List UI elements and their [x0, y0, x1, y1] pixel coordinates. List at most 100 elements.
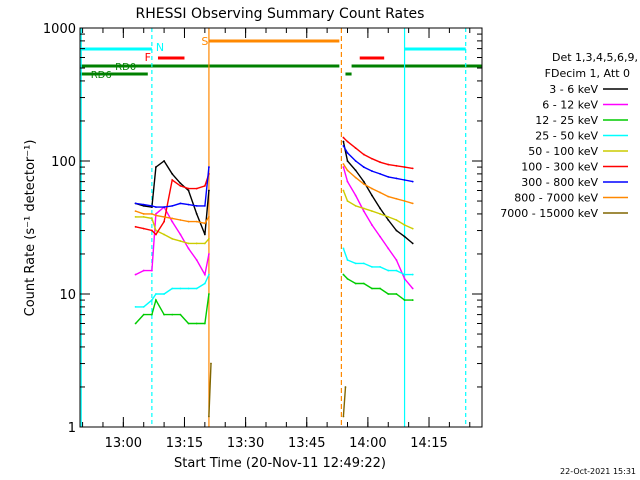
series-point-3 [150, 299, 153, 301]
series-point-7 [342, 163, 345, 165]
series-line-0 [342, 141, 414, 244]
flag-marker-f: F [145, 51, 151, 64]
series-point-6 [195, 204, 198, 207]
series-point-5 [371, 157, 373, 160]
series-point-5 [411, 167, 414, 170]
series-point-4 [395, 219, 398, 221]
series-point-3 [134, 305, 137, 308]
series-point-3 [403, 273, 406, 276]
series-point-3 [155, 293, 157, 295]
series-lines [134, 136, 414, 418]
series-point-2 [346, 277, 349, 280]
series-point-2 [163, 313, 165, 316]
series-point-7 [142, 213, 145, 215]
series-point-0 [371, 194, 373, 197]
series-point-5 [379, 161, 382, 164]
series-point-5 [171, 179, 174, 181]
y-axis-label: Count Rate (s⁻¹ detector⁻¹) [23, 140, 38, 317]
series-point-1 [411, 287, 414, 290]
y-tick-label: 10 [59, 288, 76, 303]
series-point-4 [411, 227, 414, 230]
series-point-6 [403, 179, 406, 181]
series-point-5 [134, 225, 137, 228]
series-point-3 [354, 262, 357, 265]
series-point-4 [203, 242, 206, 245]
series-line-8 [342, 386, 347, 417]
series-point-6 [342, 144, 345, 147]
legend-rows: 3 - 6 keV 6 - 12 keV 12 - 25 keV 25 - 50 ke… [500, 83, 628, 220]
series-point-3 [142, 305, 145, 308]
series-point-2 [171, 313, 174, 316]
series-point-0 [379, 207, 382, 210]
series-point-5 [155, 233, 157, 236]
series-point-6 [371, 170, 373, 172]
series-point-4 [387, 215, 390, 218]
series-point-5 [203, 184, 206, 187]
series-point-1 [179, 233, 182, 236]
series-point-3 [387, 269, 390, 272]
series-point-3 [379, 265, 382, 268]
series-line-7 [342, 163, 413, 205]
series-point-3 [179, 287, 182, 290]
series-point-7 [195, 220, 198, 223]
series-point-5 [387, 163, 390, 166]
series-point-3 [411, 273, 414, 276]
series-point-5 [179, 184, 182, 187]
series-point-0 [403, 235, 406, 238]
series-point-7 [163, 215, 165, 218]
legend-label: 6 - 12 keV [542, 99, 598, 112]
series-point-2 [342, 273, 345, 276]
legend-label: 100 - 300 keV [521, 161, 598, 174]
series-point-4 [362, 207, 365, 210]
series-point-6 [134, 202, 137, 205]
series-point-8 [342, 415, 345, 418]
series-point-6 [171, 204, 174, 207]
series-point-4 [208, 237, 210, 240]
series-point-7 [155, 214, 157, 217]
series-point-1 [208, 253, 210, 255]
y-tick-label: 100 [51, 155, 76, 170]
series-line-0 [135, 159, 210, 235]
series-point-3 [187, 287, 190, 290]
legend-header-2: FDecim 1, Att 0 [545, 67, 630, 80]
series-point-0 [208, 189, 210, 192]
series-point-4 [342, 189, 345, 192]
series-point-0 [203, 233, 206, 236]
series-point-7 [208, 215, 210, 218]
series-point-4 [171, 237, 174, 240]
series-line-3 [342, 248, 413, 276]
x-axis-label: Start Time (20-Nov-11 12:49:22) [174, 456, 386, 471]
series-point-2 [362, 282, 365, 285]
series-point-1 [203, 273, 206, 276]
series-point-3 [362, 262, 365, 265]
series-point-4 [403, 224, 406, 226]
series-point-7 [371, 187, 373, 190]
series-point-6 [354, 160, 357, 162]
series-point-5 [142, 227, 145, 230]
series-point-7 [203, 222, 206, 225]
series-point-1 [142, 269, 145, 272]
series-line-8 [208, 363, 212, 417]
series-point-3 [346, 259, 349, 261]
x-tick-label: 13:15 [166, 436, 203, 451]
series-point-4 [142, 215, 145, 218]
series-point-0 [179, 182, 182, 185]
y-axis-ticks: 1 10 100 1000 [43, 22, 482, 436]
flag-marker-s: S [201, 35, 208, 48]
series-point-7 [134, 210, 137, 213]
x-tick-label: 14:15 [410, 436, 447, 451]
series-point-0 [411, 242, 414, 245]
series-point-1 [155, 213, 157, 215]
y-tick-label: 1000 [43, 22, 76, 37]
series-point-4 [379, 213, 382, 215]
series-point-2 [142, 313, 145, 316]
flag-marker-n: N [156, 41, 164, 54]
series-point-3 [195, 287, 198, 290]
series-point-4 [179, 240, 182, 242]
series-point-6 [379, 172, 382, 175]
series-line-3 [135, 274, 210, 308]
series-point-1 [134, 273, 137, 276]
series-point-1 [195, 259, 198, 261]
series-point-2 [187, 322, 190, 325]
